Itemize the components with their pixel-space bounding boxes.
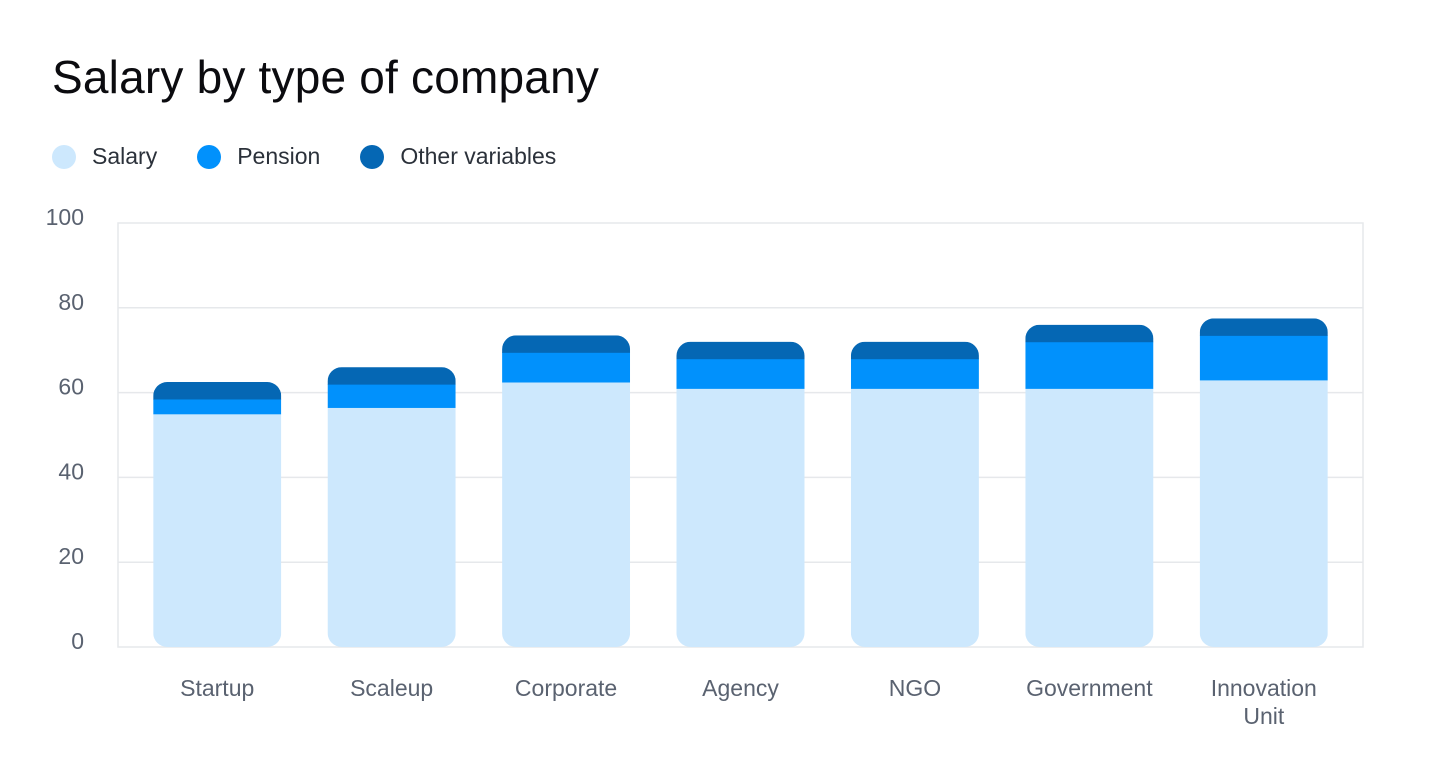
bar-pension <box>850 358 979 389</box>
y-tick-label: 60 <box>58 374 84 400</box>
legend-swatch-pension <box>197 144 222 169</box>
legend: Salary Pension Other variables <box>52 143 596 170</box>
x-category-label: Agency <box>702 675 779 701</box>
bar-pension <box>327 384 456 408</box>
bar-other-variables <box>1025 324 1154 343</box>
x-category-label-line: NGO <box>889 675 941 701</box>
bar-salary <box>502 382 631 647</box>
bar-salary <box>1025 388 1154 647</box>
x-category-label-line: Scaleup <box>350 675 433 701</box>
x-category-label: Scaleup <box>350 675 433 701</box>
bar-salary <box>153 413 282 647</box>
x-category-label-line: Government <box>1026 675 1153 701</box>
y-tick-label: 80 <box>58 289 84 315</box>
x-category-label: Startup <box>180 675 254 701</box>
legend-label-salary: Salary <box>92 143 158 169</box>
bar-other-variables <box>1199 318 1328 336</box>
bar-other-variables <box>850 341 979 360</box>
x-category-label-line: Startup <box>180 675 254 701</box>
x-category-label-line: Innovation <box>1211 675 1317 701</box>
x-category-label-line: Unit <box>1243 703 1285 729</box>
bar-other-variables <box>153 382 282 400</box>
bar-group-innovation-unit <box>1199 318 1328 647</box>
bar-pension <box>676 358 805 389</box>
bar-group-corporate <box>502 335 631 647</box>
y-tick-label: 40 <box>58 458 84 484</box>
bar-group-agency <box>676 341 805 647</box>
bar-other-variables <box>676 341 805 360</box>
bar-salary <box>327 407 456 647</box>
x-category-label-line: Corporate <box>515 675 617 701</box>
chart-title: Salary by type of company <box>52 51 600 103</box>
x-category-label-line: Agency <box>702 675 779 701</box>
legend-item-salary[interactable]: Salary <box>52 143 157 170</box>
bar-other-variables <box>502 335 631 353</box>
y-tick-label: 0 <box>71 628 84 654</box>
x-category-label: Corporate <box>515 675 617 701</box>
x-category-label: Government <box>1026 675 1153 701</box>
bar-group-ngo <box>850 341 979 647</box>
bar-pension <box>153 398 282 415</box>
bar-salary <box>676 388 805 647</box>
legend-label-other-variables: Other variables <box>400 143 557 169</box>
bar-pension <box>502 352 631 383</box>
legend-item-pension[interactable]: Pension <box>197 143 320 170</box>
bar-pension <box>1199 335 1328 381</box>
bar-group-scaleup <box>327 367 456 647</box>
legend-item-other-variables[interactable]: Other variables <box>360 143 556 170</box>
legend-label-pension: Pension <box>237 143 321 169</box>
bar-group-startup <box>153 382 282 647</box>
y-tick-label: 20 <box>58 543 84 569</box>
x-category-label: NGO <box>889 675 941 701</box>
y-tick-label: 100 <box>46 204 84 230</box>
x-category-label: Innovation Unit <box>1211 675 1317 729</box>
legend-swatch-salary <box>52 144 76 169</box>
bar-other-variables <box>327 367 456 385</box>
bar-salary <box>1199 379 1328 647</box>
bar-salary <box>850 388 979 647</box>
legend-swatch-other-variables <box>360 144 385 169</box>
bar-group-government <box>1025 324 1154 647</box>
bar-pension <box>1025 341 1154 389</box>
